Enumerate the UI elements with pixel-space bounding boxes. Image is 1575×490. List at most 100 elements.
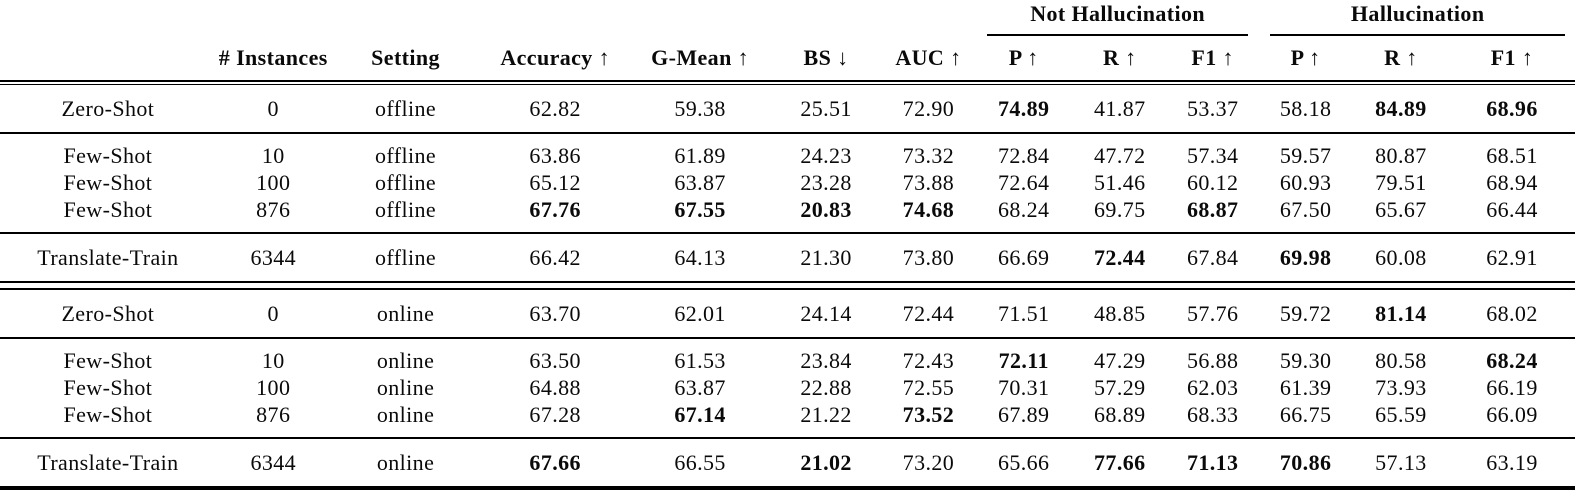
metric-cell: 66.44 [1486,196,1538,222]
col-header-hall-precision: P ↑ [1290,45,1321,70]
col-header-method [0,36,216,81]
metric-cell: 69.75 [1094,196,1146,222]
metric-cell: 63.86 [529,142,581,168]
metric-cell: 70.86 [1279,449,1332,475]
metric-cell: 73.88 [902,169,955,195]
metric-cell: 53.37 [1186,95,1239,121]
metric-cell: 67.55 [674,196,726,222]
metric-cell: 63.87 [674,374,726,400]
cell-setting: online [376,449,435,475]
cell-setting: online [376,347,435,373]
col-header-hall-recall: R ↑ [1384,45,1418,70]
metric-cell: 24.14 [800,300,852,326]
metric-cell: 72.90 [902,95,955,121]
metric-cell: 62.01 [674,300,726,326]
metric-cell: 61.53 [674,347,726,373]
metric-cell: 71.51 [997,300,1050,326]
cell-setting: offline [375,142,437,168]
metric-cell: 57.34 [1186,142,1239,168]
metric-cell: 62.03 [1186,374,1239,400]
metric-cell: 66.75 [1279,401,1332,427]
cell-instances: 100 [256,374,291,400]
metric-cell: 73.52 [902,401,955,427]
block-few-shot-offline: Few-Shot 10 offline 63.86 61.89 24.23 73.32 72.… [0,134,1575,233]
metric-cell: 67.84 [1186,244,1239,270]
cell-instances: 10 [261,142,285,168]
row-label: Translate-Train [37,244,179,270]
cell-setting: offline [375,244,437,270]
col-header-setting: Setting [371,45,440,70]
table-row: Translate-Train 6344 offline 66.42 64.13 21.3… [0,234,1575,282]
col-header-nothall-f1: F1 ↑ [1191,45,1234,70]
metric-cell: 62.91 [1486,244,1538,270]
metric-cell: 77.66 [1094,449,1146,475]
metric-cell: 47.72 [1094,142,1146,168]
metric-cell: 72.55 [902,374,955,400]
metric-cell: 73.93 [1375,374,1427,400]
row-label: Few-Shot [63,374,153,400]
table-row: Few-Shot 10 offline 63.86 61.89 24.23 73.32 72.… [0,134,1575,169]
table-row: Few-Shot 100 online 64.88 63.87 22.88 72.55 70.… [0,374,1575,401]
metric-cell: 63.50 [529,347,581,373]
metric-cell: 65.12 [529,169,581,195]
metric-cell: 48.85 [1094,300,1146,326]
metric-cell: 63.19 [1486,449,1538,475]
block-zero-shot-offline: Zero-Shot 0 offline 62.82 59.38 25.51 72.90 74.… [0,85,1575,134]
metric-cell: 65.59 [1375,401,1427,427]
col-header-hall-f1: F1 ↑ [1490,45,1534,70]
metric-cell: 57.76 [1186,300,1239,326]
row-label: Few-Shot [63,196,153,222]
metric-cell: 20.83 [800,196,852,222]
metric-cell: 21.30 [800,244,852,270]
offline-online-separator [0,281,1575,290]
row-label: Translate-Train [37,449,179,475]
metric-cell: 24.23 [800,142,852,168]
cell-instances: 6344 [250,449,297,475]
cell-setting: offline [375,196,437,222]
metric-cell: 47.29 [1094,347,1146,373]
row-label: Few-Shot [63,347,153,373]
metric-cell: 73.20 [902,449,955,475]
metric-cell: 66.69 [997,244,1050,270]
table-row: Zero-Shot 0 offline 62.82 59.38 25.51 72.90 74.… [0,85,1575,134]
metric-cell: 65.67 [1375,196,1427,222]
metric-cell: 59.30 [1279,347,1332,373]
metric-cell: 67.66 [529,449,581,475]
metric-cell: 62.82 [529,95,581,121]
cell-setting: online [376,300,435,326]
metric-cell: 71.13 [1186,449,1239,475]
metric-cell: 73.32 [902,142,955,168]
cell-setting: online [376,374,435,400]
table-row: Translate-Train 6344 online 67.66 66.55 21.02… [0,439,1575,488]
group-header-row: Not Hallucination Hallucination [0,0,1575,36]
metric-cell: 25.51 [800,95,852,121]
metric-cell: 22.88 [800,374,852,400]
cell-instances: 876 [256,196,291,222]
row-label: Few-Shot [63,401,153,427]
metric-cell: 72.84 [997,142,1050,168]
metric-cell: 79.51 [1375,169,1427,195]
metric-cell: 80.58 [1375,347,1427,373]
metric-cell: 60.93 [1279,169,1332,195]
metric-cell: 23.28 [800,169,852,195]
cell-instances: 0 [267,300,279,326]
metric-cell: 23.84 [800,347,852,373]
cell-instances: 0 [267,95,279,121]
metric-cell: 72.11 [998,347,1049,373]
cell-setting: online [376,401,435,427]
table-row: Few-Shot 876 offline 67.76 67.55 20.83 74.68 68… [0,196,1575,233]
metric-cell: 64.13 [674,244,726,270]
header-rule [0,80,1575,85]
col-header-gmean: G-Mean ↑ [651,45,750,70]
metric-cell: 81.14 [1375,300,1427,326]
block-few-shot-online: Few-Shot 10 online 63.50 61.53 23.84 72.43 72.1… [0,339,1575,438]
metric-cell: 63.70 [529,300,581,326]
row-label: Few-Shot [63,142,153,168]
col-header-accuracy: Accuracy ↑ [500,45,611,70]
metric-cell: 68.24 [1486,347,1538,373]
block-translate-train-offline: Translate-Train 6344 offline 66.42 64.13 21.3… [0,234,1575,282]
metric-cell: 68.51 [1486,142,1538,168]
cell-instances: 100 [256,169,291,195]
